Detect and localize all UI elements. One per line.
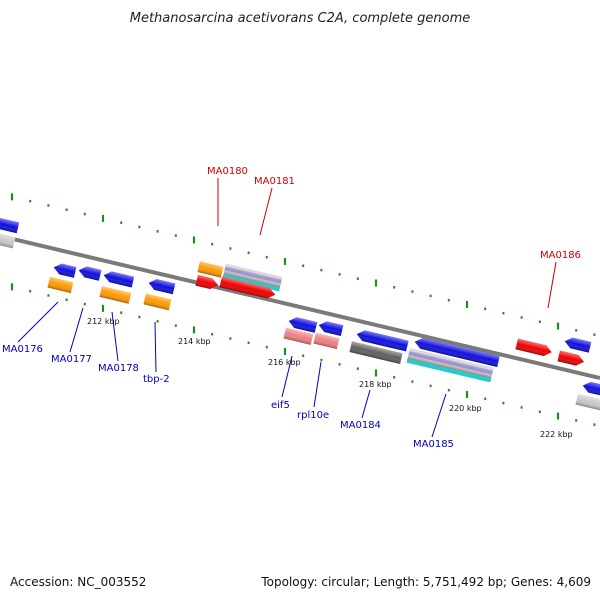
leader-ma0178 [111,311,119,362]
gene-ma0188 [564,337,592,353]
gene-ma0182 [195,274,219,290]
gene-label-ma0176[interactable]: MA0176 [2,344,43,355]
gene-ma0177c [47,276,74,294]
gene-label-ma0186[interactable]: MA0186 [540,250,581,261]
gene-ma0175b [0,231,16,249]
gene-features [0,217,600,412]
gene-tbp2-shade [143,293,172,311]
leader-rpl10e [313,361,322,408]
gene-label-eif5[interactable]: eif5 [271,400,290,411]
gene-ma0185-stripe [406,358,492,383]
leader-ma0185 [431,393,447,438]
leader-ma0181 [259,187,273,236]
gene-rpl10e [313,332,340,350]
leader-ma0177 [69,307,84,353]
gene-eif5-shade [283,327,314,345]
gene-ma0188-shade [564,337,592,353]
leader-ma0184 [361,389,371,419]
gene-ma0183-shade [219,276,276,299]
gene-rpl10e-a-shade [318,321,344,336]
gene-tbp2 [143,293,172,311]
gene-ma0184a [356,330,409,352]
leader-ma0176 [17,301,59,343]
gene-ma0175b-shade [0,231,16,249]
gene-eif5-a-shade [288,317,318,333]
gene-ma0185a-shade [414,338,500,367]
gene-ma0177c-shade [47,276,74,294]
leader-ma0186 [547,261,557,309]
gene-tbp2-a [148,279,176,295]
gene-ma0187-shade [557,350,585,366]
leader-eif5 [281,355,293,398]
gene-ma0189b-shade [575,393,600,412]
scale-label: 212 kbp [87,317,120,326]
gene-rpl10e-shade [313,332,340,350]
gene-rpl10e-a [318,321,344,336]
gene-ma0185-shade [407,348,494,379]
gene-eif5 [283,327,314,345]
gene-ma0185 [406,348,494,383]
gene-label-rpl10e[interactable]: rpl10e [297,410,329,421]
scale-label: 222 kbp [540,430,573,439]
tick-marks [10,193,596,426]
gene-ma0185a [414,338,500,367]
gene-eif5-a [288,317,318,333]
gene-label-ma0178[interactable]: MA0178 [98,363,139,374]
gene-ma0184 [349,341,403,364]
genome-summary-text: Topology: circular; Length: 5,751,492 bp… [260,575,591,589]
accession-text: Accession: NC_003552 [10,575,146,589]
gene-ma0177a-shade [78,266,102,281]
gene-ma0177b-shade [103,271,135,288]
gene-ma0187 [557,350,585,366]
scale-label: 214 kbp [178,337,211,346]
gene-ma0184-shade [349,341,403,364]
scale-label: 220 kbp [449,404,482,413]
gene-ma0184a-shade [356,330,409,352]
gene-ma0180-shade [197,261,224,278]
gene-ma0189b [575,393,600,412]
genome-backbone [0,234,600,380]
gene-label-ma0184[interactable]: MA0184 [340,420,381,431]
gene-ma0177b [103,271,135,288]
gene-leader-lines [17,178,557,438]
gene-ma0178 [99,286,132,304]
gene-ma0176 [53,263,77,278]
gene-labels: MA0180 MA0181 MA0186 MA0176 MA0177 MA017… [2,166,581,450]
map-title: Methanosarcina acetivorans C2A, complete… [130,11,471,26]
gene-ma0186 [515,338,552,356]
gene-ma0183 [219,276,276,299]
gene-ma0175 [0,217,20,234]
gene-ma0177a [78,266,102,281]
gene-ma0189 [582,381,600,397]
gene-ma0182-shade [195,274,219,290]
gene-ma0176-shade [53,263,77,278]
scale-labels: 212 kbp 214 kbp 216 kbp 218 kbp 220 kbp … [87,317,573,439]
gene-label-ma0180[interactable]: MA0180 [207,166,248,177]
gene-ma0189-shade [582,381,600,397]
gene-ma0178-shade [99,286,132,304]
gene-label-ma0181[interactable]: MA0181 [254,176,295,187]
gene-label-ma0177[interactable]: MA0177 [51,354,92,365]
gene-label-ma0185[interactable]: MA0185 [413,439,454,450]
gene-ma0175-shade [0,217,20,234]
gene-label-tbp-2[interactable]: tbp-2 [143,374,170,385]
gene-ma0186-shade [515,338,552,356]
gene-ma0181-shade [223,263,283,288]
gene-tbp2-a-shade [148,279,176,295]
gene-ma0180 [197,261,224,278]
scale-label: 218 kbp [359,380,392,389]
leader-tbp-2 [154,321,157,373]
scale-label: 216 kbp [268,358,301,367]
